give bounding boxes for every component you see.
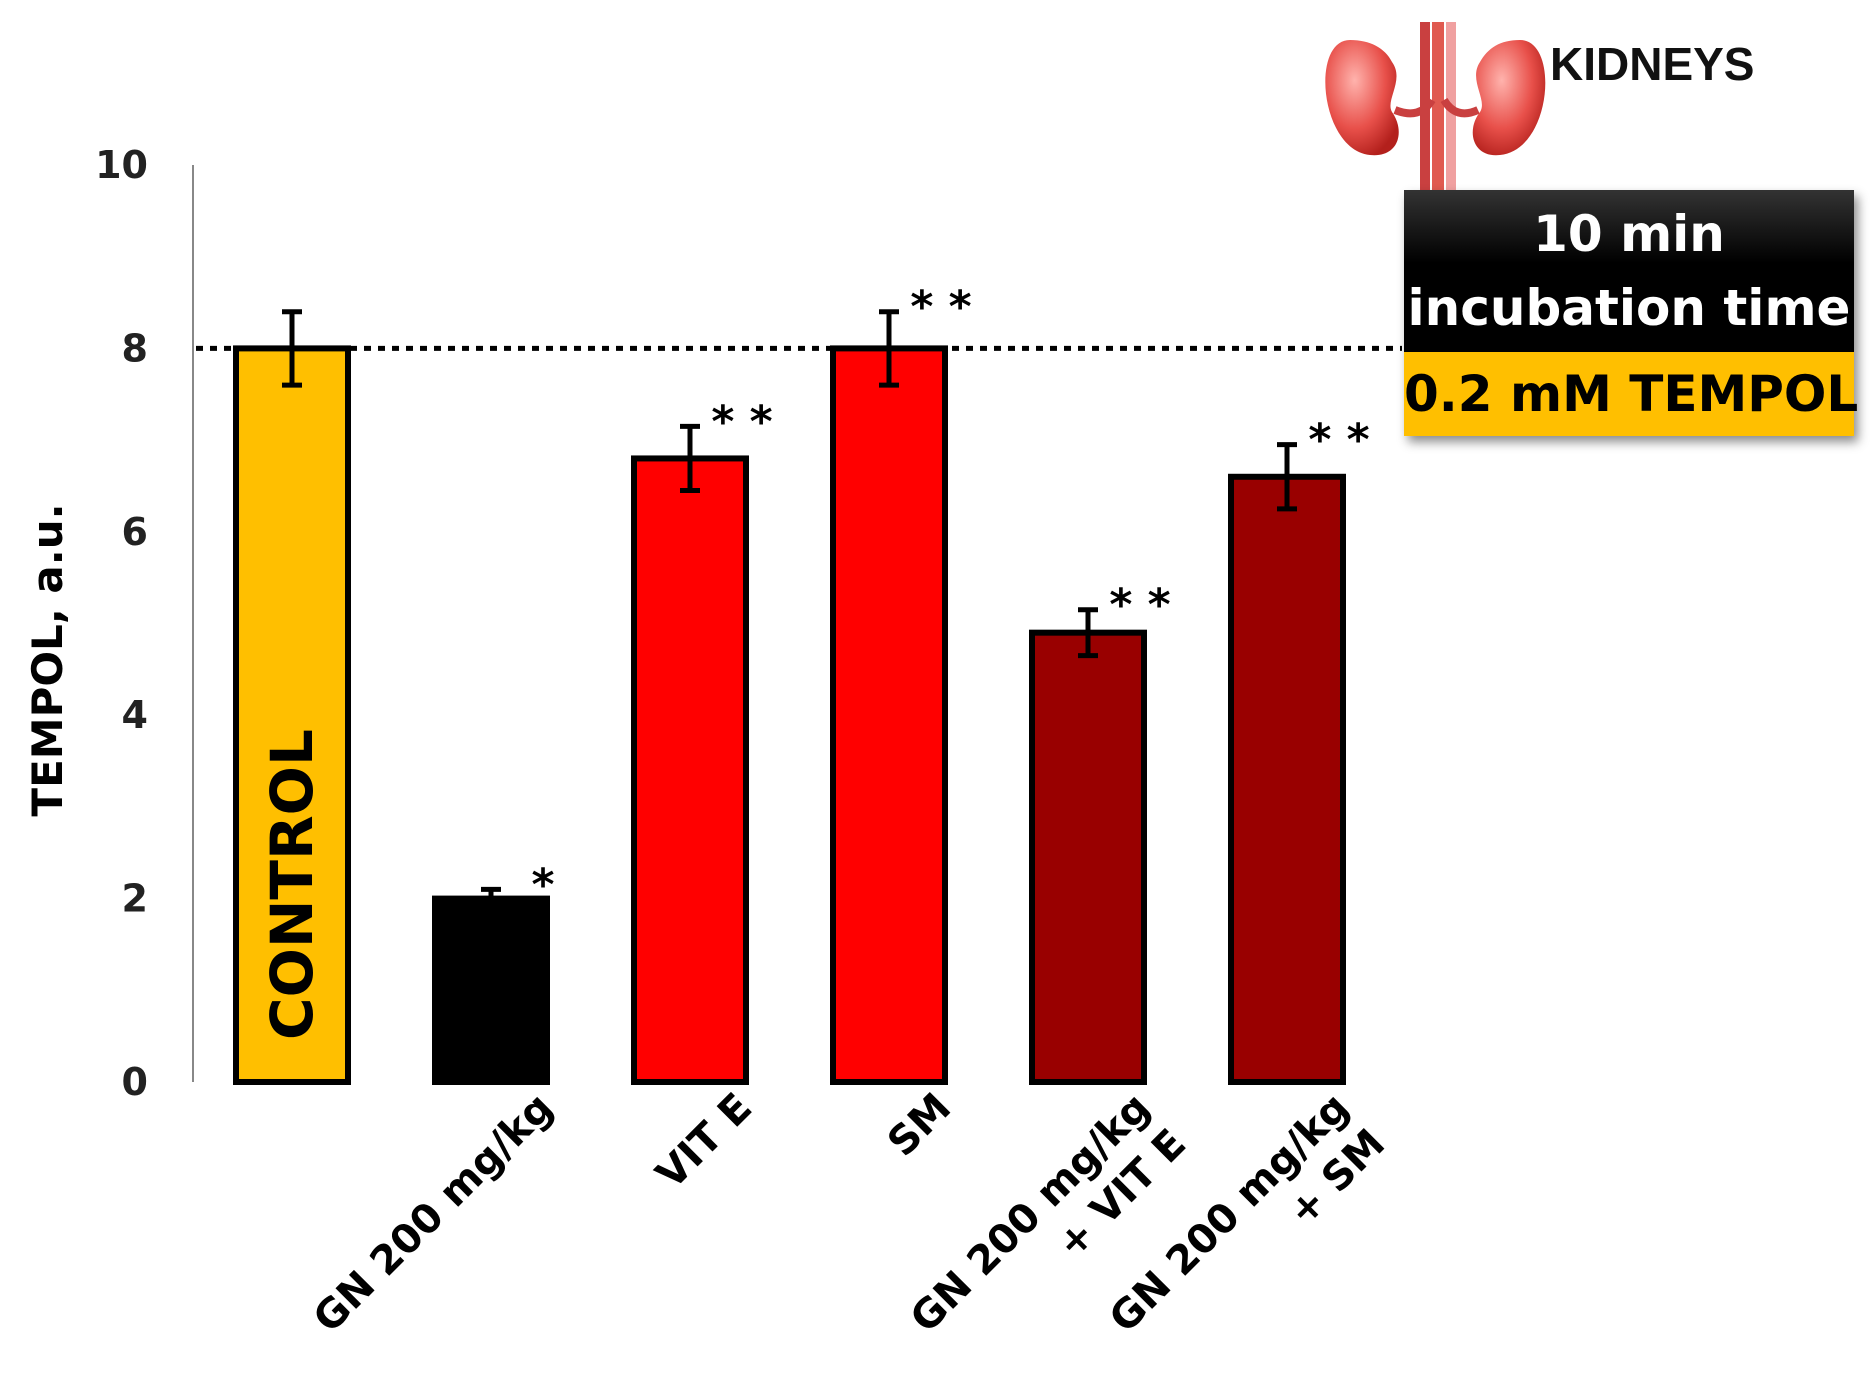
- significance-marker: * *: [1109, 580, 1170, 631]
- incubation-time-banner: 10 min incubation time: [1404, 190, 1854, 352]
- concentration-banner: 0.2 mM TEMPOL: [1404, 352, 1858, 436]
- error-bar: [1078, 607, 1098, 659]
- organ-label: KIDNEYS: [1550, 38, 1754, 90]
- bars: [233, 345, 1346, 1085]
- y-tick-label: 6: [122, 510, 148, 554]
- bar: [233, 345, 351, 1085]
- y-tick-label: 2: [122, 877, 148, 921]
- y-tick-label: 4: [122, 693, 148, 737]
- category-label: SM: [879, 1085, 960, 1166]
- kidneys-icon: [1325, 22, 1546, 192]
- significance-marker: *: [531, 859, 554, 910]
- significance-marker: * *: [910, 282, 971, 333]
- incubation-line-2: incubation time: [1407, 279, 1851, 337]
- category-label: VIT E: [648, 1085, 761, 1198]
- error-bar: [680, 423, 700, 494]
- bar: [432, 895, 550, 1085]
- significance-markers: * * * * * * * * *: [531, 282, 1369, 911]
- bar: [1029, 629, 1147, 1085]
- y-tick-label: 10: [95, 143, 148, 187]
- error-bar: [879, 309, 899, 388]
- y-tick-label: 8: [122, 326, 148, 370]
- error-bar: [1277, 442, 1297, 512]
- incubation-line-1: 10 min: [1533, 205, 1725, 263]
- bar: [830, 345, 948, 1085]
- category-label: GN 200 mg/kg: [305, 1085, 562, 1342]
- y-tick-label: 0: [122, 1060, 148, 1104]
- bar: [1228, 473, 1346, 1085]
- y-axis-label: TEMPOL, a.u.: [23, 503, 72, 816]
- error-bars: [282, 309, 1297, 911]
- category-label: CONTROL: [258, 729, 326, 1040]
- error-bar: [481, 886, 501, 911]
- bar: [631, 455, 749, 1085]
- y-tick-labels: 0 2 4 6 8 10: [95, 143, 148, 1104]
- condition-box: 10 min incubation time 0.2 mM TEMPOL: [1404, 190, 1858, 436]
- error-bar: [282, 309, 302, 388]
- significance-marker: * *: [711, 396, 772, 447]
- significance-marker: * *: [1308, 415, 1369, 466]
